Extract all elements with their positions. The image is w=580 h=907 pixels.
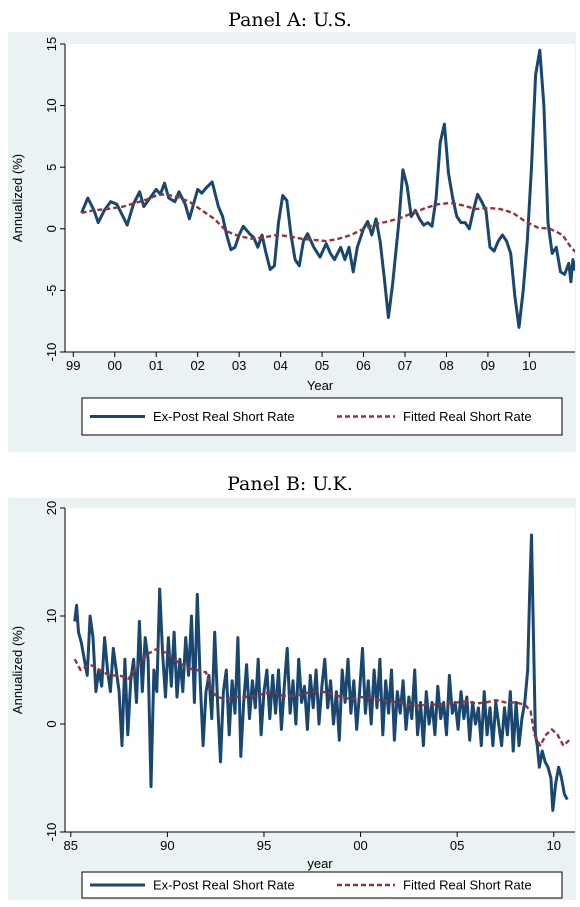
x-tick-label: 09 bbox=[481, 358, 495, 373]
y-axis-label: Annualized (%) bbox=[10, 626, 25, 714]
chart-title: Panel B: U.K. bbox=[227, 473, 353, 495]
y-tick-label: 0 bbox=[44, 225, 59, 232]
y-tick-label: -10 bbox=[44, 823, 59, 842]
y-tick-label: 10 bbox=[44, 609, 59, 623]
legend-label-fitted: Fitted Real Short Rate bbox=[403, 409, 532, 424]
x-tick-label: 99 bbox=[66, 358, 80, 373]
x-tick-label: 85 bbox=[64, 838, 78, 853]
x-tick-label: 03 bbox=[232, 358, 246, 373]
y-axis-label: Annualized (%) bbox=[10, 154, 25, 242]
x-tick-label: 00 bbox=[353, 838, 367, 853]
x-tick-label: 90 bbox=[160, 838, 174, 853]
legend-label-ex-post: Ex-Post Real Short Rate bbox=[153, 878, 295, 893]
x-tick-label: 10 bbox=[522, 358, 536, 373]
legend-box bbox=[81, 871, 563, 899]
y-tick-label: 20 bbox=[44, 501, 59, 515]
x-tick-label: 95 bbox=[257, 838, 271, 853]
x-tick-label: 08 bbox=[439, 358, 453, 373]
legend-label-ex-post: Ex-Post Real Short Rate bbox=[153, 409, 295, 424]
x-tick-label: 07 bbox=[398, 358, 412, 373]
chart-panel-b: Panel B: U.K. -10 0 10 20 85 90 95 00 05 10 Annuali… bbox=[8, 473, 576, 900]
y-tick-label: 5 bbox=[44, 164, 59, 171]
x-axis-label: year bbox=[307, 856, 333, 871]
x-axis-label: Year bbox=[307, 378, 334, 393]
y-tick-label: 0 bbox=[44, 720, 59, 727]
legend-box bbox=[81, 397, 563, 436]
series-line-ex-post bbox=[80, 48, 575, 329]
series-line-fitted bbox=[73, 647, 571, 747]
legend: Ex-Post Real Short Rate Fitted Real Short… bbox=[81, 397, 563, 436]
chart-title: Panel A: U.S. bbox=[228, 9, 352, 31]
series-line-fitted bbox=[81, 193, 575, 254]
x-tick-label: 00 bbox=[108, 358, 122, 373]
y-tick-label: -5 bbox=[44, 285, 59, 297]
legend-label-fitted: Fitted Real Short Rate bbox=[403, 878, 532, 893]
y-tick-label: 10 bbox=[44, 98, 59, 112]
legend: Ex-Post Real Short Rate Fitted Real Short… bbox=[81, 871, 563, 899]
x-tick-label: 06 bbox=[356, 358, 370, 373]
x-tick-label: 01 bbox=[149, 358, 163, 373]
x-tick-label: 10 bbox=[547, 838, 561, 853]
x-tick-label: 05 bbox=[450, 838, 464, 853]
x-tick-label: 02 bbox=[190, 358, 204, 373]
series-line-ex-post bbox=[73, 533, 569, 812]
y-tick-label: 15 bbox=[44, 37, 59, 51]
x-tick-label: 05 bbox=[315, 358, 329, 373]
x-tick-label: 04 bbox=[273, 358, 287, 373]
y-tick-label: -10 bbox=[44, 343, 59, 362]
